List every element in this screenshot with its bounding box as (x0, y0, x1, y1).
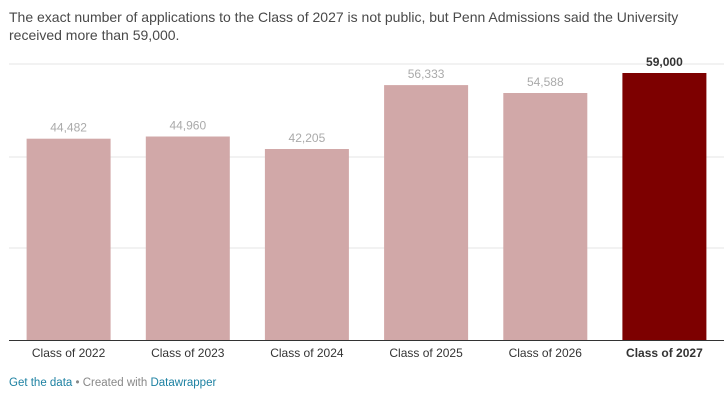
bar (384, 85, 469, 340)
bar-value-label: 56,333 (408, 67, 445, 81)
footer-separator: • Created with (72, 377, 151, 389)
x-tick-label: Class of 2026 (509, 346, 583, 360)
x-tick-label: Class of 2022 (32, 346, 106, 360)
chart-description: The exact number of applications to the … (9, 9, 679, 43)
datawrapper-link[interactable]: Datawrapper (150, 377, 217, 389)
x-tick-label: Class of 2023 (151, 346, 225, 360)
bar-value-label: 59,000 (646, 55, 683, 69)
bar (503, 93, 588, 340)
bar (264, 149, 349, 340)
bar (145, 136, 230, 340)
x-tick-label: Class of 2027 (626, 346, 703, 360)
bar-value-label: 54,588 (527, 75, 564, 89)
x-tick-label: Class of 2024 (270, 346, 344, 360)
chart-footer: Get the data • Created with Datawrapper (9, 377, 216, 389)
bar-value-label: 44,482 (50, 121, 87, 135)
bar-value-label: 42,205 (289, 131, 326, 145)
x-tick-label: Class of 2025 (389, 346, 463, 360)
bar-value-label: 44,960 (169, 119, 206, 133)
bar (622, 73, 707, 340)
bar (26, 138, 111, 340)
get-the-data-link[interactable]: Get the data (9, 377, 73, 389)
